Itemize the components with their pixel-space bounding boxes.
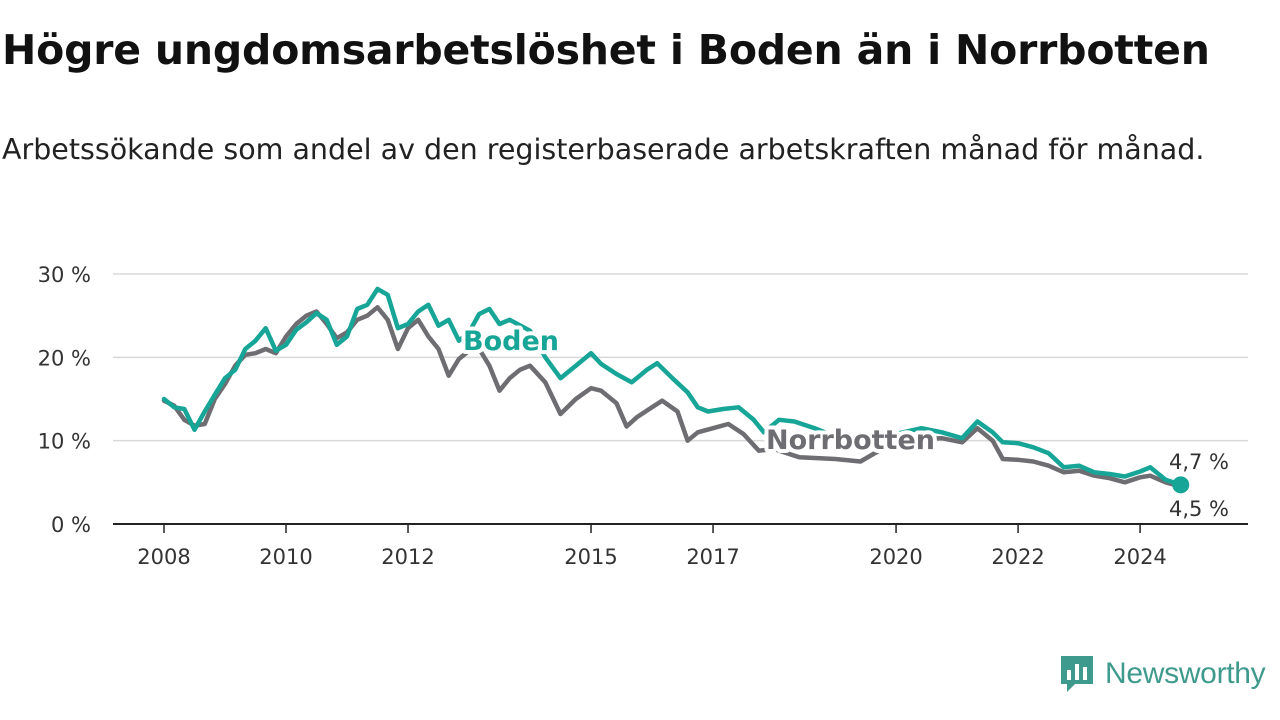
x-tick-label: 2012 <box>381 545 434 569</box>
end-label-boden: 4,7 % <box>1169 450 1229 474</box>
series-label-boden: Boden <box>463 326 559 357</box>
x-tick-label: 2008 <box>137 545 190 569</box>
y-tick-label: 30 % <box>38 263 91 287</box>
gridlines <box>113 273 1248 525</box>
x-tick-label: 2015 <box>564 545 617 569</box>
x-tick-label: 2010 <box>259 545 312 569</box>
brand-logo: Newsworthy <box>1059 654 1266 694</box>
series-lines <box>161 286 1190 494</box>
end-label-norrbotten: 4,5 % <box>1169 497 1229 521</box>
brand-name: Newsworthy <box>1105 657 1266 690</box>
x-tick-label: 2024 <box>1113 545 1166 569</box>
chart-subtitle: Arbetssökande som andel av den registerb… <box>2 133 1205 166</box>
x-axis-ticks: 2008 2010 2012 2015 2017 2020 2022 2024 <box>137 524 1167 569</box>
series-label-norrbotten: Norrbotten <box>766 425 935 456</box>
chart-title: Högre ungdomsarbetslöshet i Boden än i N… <box>2 26 1210 74</box>
y-axis-ticks: 0 % 10 % 20 % 30 % <box>38 263 91 537</box>
y-tick-label: 10 % <box>38 430 91 454</box>
x-tick-label: 2017 <box>686 545 739 569</box>
series-line-norrbotten <box>161 305 1183 489</box>
end-point-boden <box>1172 476 1190 494</box>
y-tick-label: 20 % <box>38 346 91 370</box>
series-labels: Boden Norrbotten 4,7 % 4,5 % <box>459 322 1233 525</box>
x-tick-label: 2022 <box>991 545 1044 569</box>
x-tick-label: 2020 <box>869 545 922 569</box>
series-line-boden <box>161 286 1183 488</box>
y-tick-label: 0 % <box>51 513 91 537</box>
newsworthy-icon <box>1061 656 1093 692</box>
